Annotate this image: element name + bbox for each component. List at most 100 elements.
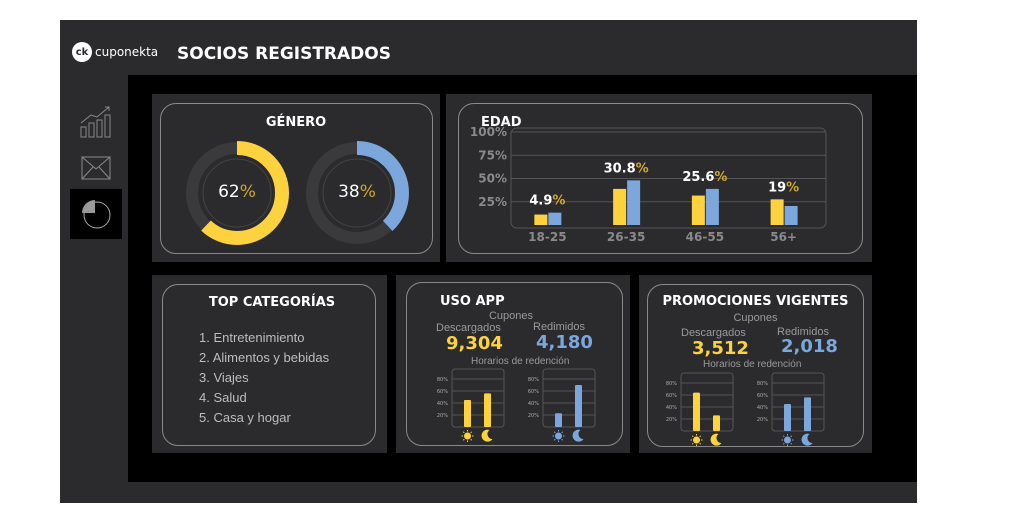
x-tick-label: 56+ — [770, 230, 797, 244]
plot-frame — [771, 372, 825, 432]
y-tick-label: 25% — [478, 195, 507, 209]
sun-ray — [553, 438, 556, 441]
descargados-label: Descargados — [681, 327, 746, 339]
bar — [575, 385, 582, 427]
sun-ray — [691, 442, 694, 445]
y-tick-label: 60% — [757, 393, 768, 399]
horarios-label: Horarios de redención — [703, 359, 802, 370]
y-tick-label: 80% — [437, 377, 448, 383]
edad-card: EDAD 25% 50% 75% 100% 18-25 4.9% 26-35 30.8% 46-… — [446, 94, 872, 262]
sun-ray — [470, 438, 473, 441]
data-label: 19% — [768, 180, 799, 195]
sun-ray — [699, 442, 702, 445]
plot-frame — [680, 372, 734, 432]
edad-chart: 25% 50% 75% 100% 18-25 4.9% 26-35 30.8% 46-55 25.… — [470, 125, 827, 244]
male-pct: 38% — [338, 182, 376, 202]
promociones-card: PROMOCIONES VIGENTES Cupones Descargados… — [639, 275, 872, 453]
bar-blue — [705, 188, 719, 225]
y-tick-label: 80% — [528, 377, 539, 383]
sun-ray — [790, 442, 793, 445]
y-tick-label: 20% — [437, 413, 448, 419]
plot-frame — [451, 368, 505, 428]
category-item: 2. Alimentos y bebidas — [199, 350, 330, 365]
uso-app-title: USO APP — [440, 294, 505, 309]
promociones-title: PROMOCIONES VIGENTES — [662, 294, 849, 309]
page-title: SOCIOS REGISTRADOS — [177, 44, 391, 64]
category-item: 1. Entretenimiento — [199, 330, 305, 345]
male-donut-arc — [305, 141, 409, 245]
female-donut-arc — [185, 141, 289, 245]
top-categorias-list: 1. Entretenimiento 2. Alimentos y bebida… — [199, 328, 329, 428]
genero-title: GÉNERO — [265, 115, 327, 130]
redimidos-label: Redimidos — [777, 326, 829, 338]
data-label: 30.8% — [604, 161, 649, 176]
moon-icon — [572, 429, 584, 442]
data-label: 25.6% — [682, 170, 727, 185]
pie-chart-icon — [82, 200, 111, 229]
male-donut — [305, 141, 409, 245]
sun-ray — [470, 431, 473, 434]
female-donut — [185, 141, 289, 245]
redimidos-value: 4,180 — [536, 332, 593, 353]
x-tick-label: 46-55 — [686, 230, 724, 244]
moon-icon — [801, 433, 813, 446]
x-tick-label: 26-35 — [607, 230, 645, 244]
y-tick-label: 100% — [470, 125, 507, 139]
sidebar-item-mail[interactable] — [70, 143, 122, 193]
redimidos-label: Redimidos — [533, 321, 585, 333]
y-tick-label: 75% — [478, 148, 507, 162]
bar — [784, 404, 791, 431]
bar — [464, 400, 471, 427]
uso-redimidos-chart: 20% 40% 60% 80% — [528, 368, 596, 442]
cupones-label: Cupones — [733, 312, 778, 324]
bar-yellow — [613, 188, 627, 225]
bar — [484, 393, 491, 427]
y-tick-label: 60% — [666, 393, 677, 399]
y-tick-label: 80% — [757, 381, 768, 387]
sun-ray — [699, 435, 702, 438]
bar — [693, 392, 700, 431]
sun-icon — [784, 436, 791, 444]
bar-yellow — [770, 199, 784, 225]
edad-title: EDAD — [481, 115, 522, 130]
category-item: 5. Casa y hogar — [199, 410, 291, 425]
bar-yellow — [691, 195, 705, 225]
sun-ray — [553, 431, 556, 434]
bar-yellow — [534, 214, 548, 225]
y-tick-label: 40% — [666, 405, 677, 411]
top-categorias-card: TOP CATEGORÍAS 1. Entretenimiento 2. Ali… — [152, 275, 387, 453]
bar — [555, 413, 562, 427]
sun-ray — [782, 435, 785, 438]
moon-icon — [710, 433, 722, 446]
genero-card: GÉNERO 62% 38% — [152, 94, 440, 262]
bar — [804, 397, 811, 431]
descargados-value: 9,304 — [446, 333, 503, 354]
uso-descargados-chart: 20% 40% 60% 80% — [437, 368, 505, 442]
sun-ray — [691, 435, 694, 438]
horarios-label: Horarios de redención — [471, 356, 570, 367]
logo-mark: ck — [72, 42, 92, 62]
bar — [713, 415, 720, 431]
cupones-label: Cupones — [488, 310, 534, 322]
y-tick-label: 20% — [666, 417, 677, 423]
promo-descargados-chart: 20% 40% 60% 80% — [666, 372, 734, 446]
top-categorias-title: TOP CATEGORÍAS — [208, 295, 336, 310]
logo-text: cuponekta — [95, 45, 159, 59]
descargados-value: 3,512 — [692, 338, 749, 359]
plot-frame — [542, 368, 596, 428]
y-tick-label: 60% — [528, 389, 539, 395]
sidebar-item-pie[interactable] — [70, 189, 122, 239]
sidebar-item-growth[interactable] — [70, 97, 122, 147]
sun-ray — [462, 438, 465, 441]
sun-ray — [561, 431, 564, 434]
bar-blue — [784, 206, 798, 225]
y-tick-label: 20% — [528, 413, 539, 419]
y-tick-label: 40% — [437, 401, 448, 407]
sun-ray — [782, 442, 785, 445]
category-item: 3. Viajes — [199, 370, 249, 385]
growth-chart-icon — [80, 106, 111, 138]
uso-app-card: USO APP Cupones Descargados 9,304 Redimi… — [396, 275, 630, 453]
moon-icon — [481, 429, 493, 442]
sun-icon — [555, 432, 562, 440]
category-item: 4. Salud — [199, 390, 247, 405]
